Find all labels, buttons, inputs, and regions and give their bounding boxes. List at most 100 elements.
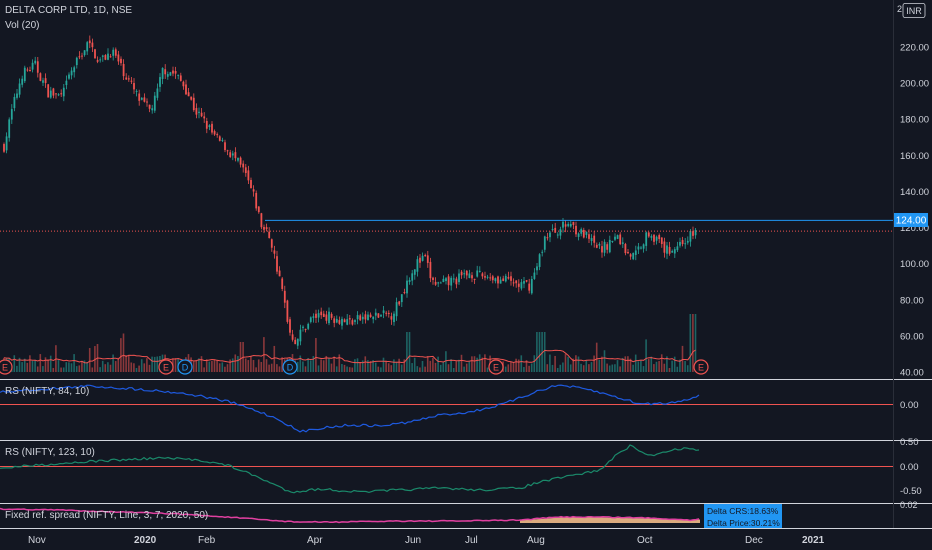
candle-body: [348, 318, 351, 320]
volume-bar: [676, 366, 679, 372]
candle-body: [343, 319, 346, 323]
candle-body: [369, 314, 372, 318]
time-axis[interactable]: Nov 2020 Feb Apr Jun Jul Aug Oct Dec 202…: [28, 535, 825, 546]
earnings-marker[interactable]: E: [693, 359, 709, 375]
earnings-marker[interactable]: E: [158, 359, 174, 375]
candle-body: [507, 277, 510, 279]
volume-bar: [218, 363, 221, 372]
candle-body: [213, 131, 216, 135]
volume-bar: [556, 367, 559, 372]
candle-body: [289, 319, 291, 333]
volume-bar: [148, 364, 151, 372]
event-marker-letter: E: [163, 363, 169, 373]
dividend-marker[interactable]: D: [177, 359, 193, 375]
candle-body: [598, 244, 601, 246]
candle-body: [221, 139, 224, 141]
candle-body: [276, 256, 278, 272]
volume-bar: [442, 362, 445, 372]
candle-body: [88, 40, 91, 44]
volume-bar: [689, 314, 692, 372]
volume-bar: [211, 361, 213, 372]
volume-bar: [429, 360, 432, 372]
candle-body: [694, 229, 697, 236]
volume-bar: [359, 362, 361, 372]
candle-body: [668, 246, 671, 254]
candle-body: [692, 231, 694, 236]
volume-bar: [216, 359, 218, 372]
candlesticks[interactable]: [3, 35, 697, 350]
volume-bar: [133, 363, 135, 372]
volume-bar: [203, 367, 205, 372]
volume-bar: [346, 366, 348, 372]
candle-body: [304, 328, 307, 330]
earnings-marker[interactable]: E: [0, 359, 13, 375]
candle-body: [325, 314, 328, 321]
candle-body: [55, 93, 57, 95]
time-label: Feb: [198, 535, 216, 546]
volume-bar: [395, 361, 398, 372]
candle-body: [588, 234, 590, 239]
candle-body: [356, 315, 359, 320]
candle-body: [29, 70, 31, 72]
candle-body: [200, 112, 203, 117]
volume-bar: [109, 364, 112, 372]
candle-body: [169, 72, 172, 76]
candle-body: [34, 60, 37, 64]
volume-bar: [549, 354, 551, 372]
currency-button[interactable]: INR: [902, 3, 926, 18]
candle-body: [653, 234, 655, 242]
volume-bar: [205, 359, 208, 372]
volume-bar: [39, 354, 42, 372]
volume-bar: [580, 363, 582, 372]
volume-bar: [68, 362, 70, 372]
dividend-marker[interactable]: D: [282, 359, 298, 375]
candle-body: [411, 273, 414, 281]
candle-body: [114, 49, 117, 56]
candle-body: [127, 78, 130, 80]
volume-bar: [78, 365, 81, 372]
candle-body: [572, 221, 575, 226]
volume-bar: [382, 357, 385, 372]
volume-bar: [231, 358, 234, 372]
spread-badge-bg: [704, 504, 782, 528]
candle-body: [580, 229, 583, 234]
volume-bar: [75, 366, 78, 372]
candle-body: [268, 231, 271, 238]
candle-body: [13, 96, 16, 109]
volume-bar: [107, 362, 109, 372]
price-axis[interactable]: 220.00 200.00 180.00 160.00 140.00 120.00 100.…: [900, 43, 929, 379]
candle-body: [611, 240, 614, 242]
spread-badge: Delta CRS:18.63% Delta Price:30.21%: [704, 504, 782, 528]
volume-bar: [138, 365, 140, 372]
volume-bar: [640, 360, 642, 372]
candle-body: [130, 80, 133, 82]
candle-body: [471, 275, 473, 279]
volume-bar: [174, 358, 177, 372]
volume-bar: [237, 356, 239, 372]
candle-body: [575, 225, 577, 235]
candle-body: [218, 136, 221, 141]
volume-bar: [486, 367, 489, 372]
candle-body: [452, 278, 455, 280]
volume-bar: [424, 366, 426, 372]
volume-bar: [679, 359, 681, 372]
candle-body: [476, 270, 479, 277]
candle-body: [673, 249, 676, 254]
candle-body: [296, 338, 299, 346]
rs123-label: RS (NIFTY, 123, 10): [5, 447, 95, 458]
candle-body: [398, 301, 401, 305]
volume-bar: [437, 356, 439, 372]
candle-body: [315, 313, 317, 318]
candle-body: [595, 244, 598, 248]
volume-bar: [224, 366, 226, 372]
volume-bar: [632, 364, 634, 372]
event-marker-letter: E: [493, 363, 499, 373]
candle-body: [255, 192, 258, 209]
candle-body: [367, 314, 369, 321]
candle-body: [603, 241, 606, 253]
earnings-marker[interactable]: E: [488, 359, 504, 375]
candle-body: [460, 271, 463, 276]
candle-body: [686, 240, 689, 243]
